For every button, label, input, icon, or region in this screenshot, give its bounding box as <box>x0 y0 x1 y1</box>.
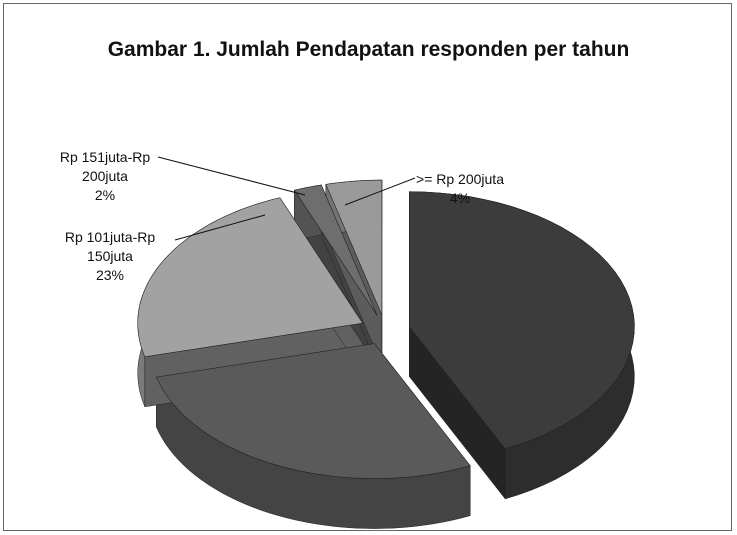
data-label-category: Rp 101juta-Rp 150juta <box>64 229 156 264</box>
slice <box>409 191 635 450</box>
slice <box>137 197 364 358</box>
slice <box>325 179 383 316</box>
chart-frame <box>3 3 732 531</box>
data-label-value: 2% <box>94 187 116 203</box>
leader-line <box>174 214 266 241</box>
data-label-category: Rp 151juta-Rp 200juta <box>59 149 151 184</box>
data-label-value: 4% <box>449 190 471 206</box>
leader-line <box>157 156 306 196</box>
slice-tops <box>137 179 635 479</box>
chart-title: Gambar 1. Jumlah Pendapatan responden pe… <box>107 38 630 61</box>
data-label-category: >= Rp 200juta <box>416 171 504 187</box>
leader-line <box>344 177 416 206</box>
slice <box>293 184 378 316</box>
data-label-value: 23% <box>95 267 125 283</box>
slice <box>155 343 471 479</box>
